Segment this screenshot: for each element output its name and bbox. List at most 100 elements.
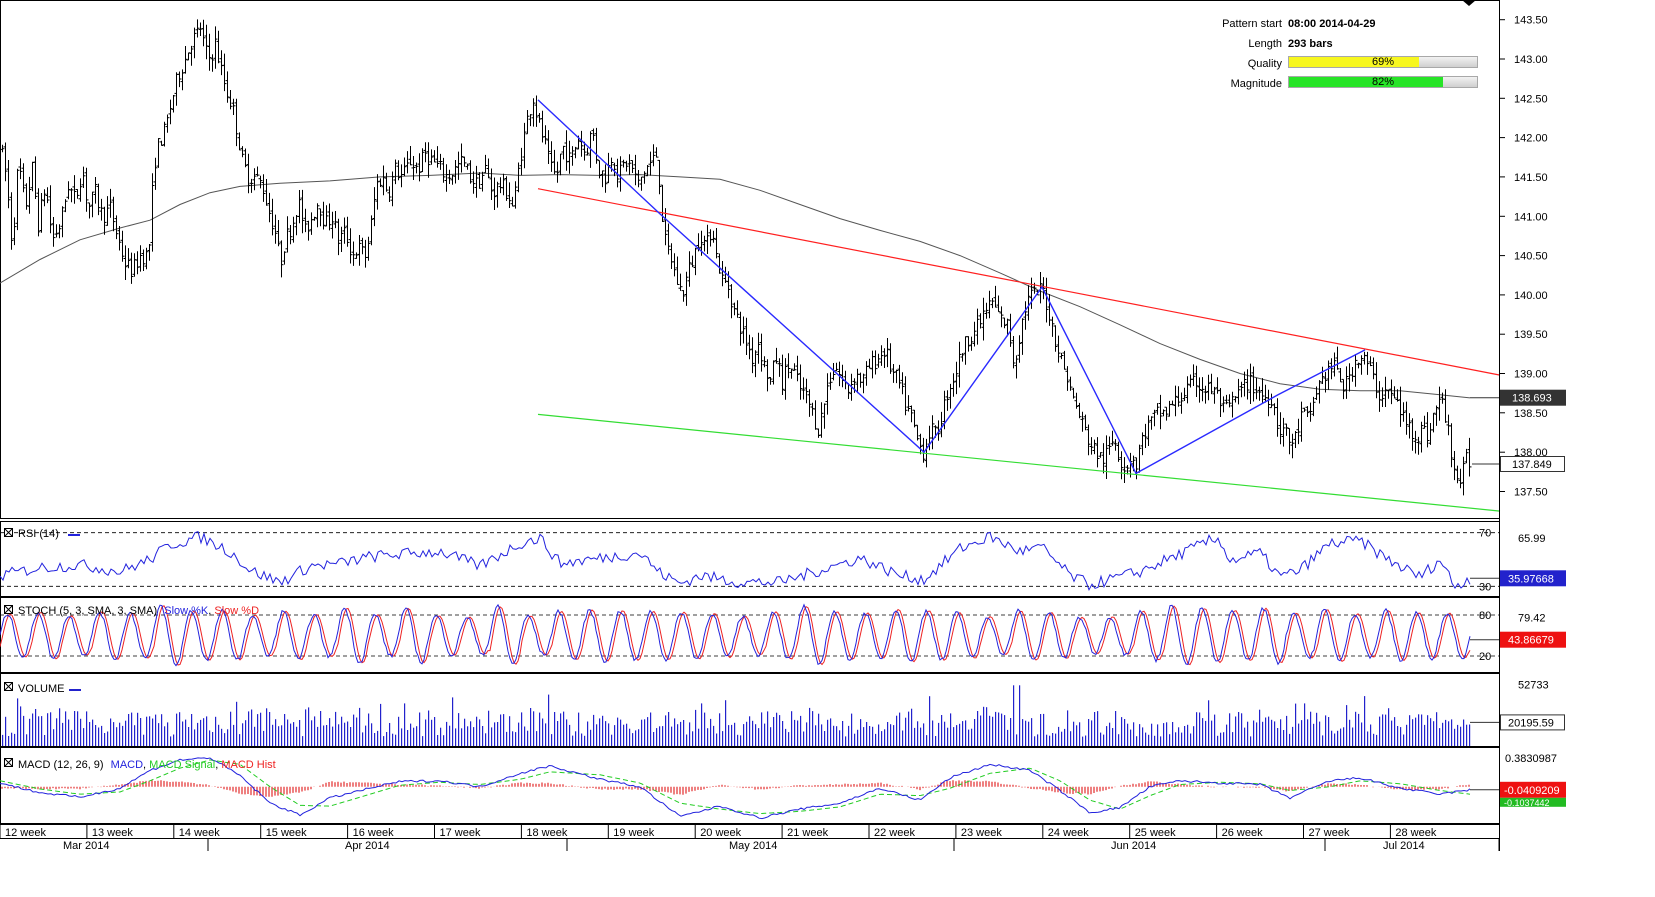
candle bbox=[372, 187, 377, 227]
volume-bar bbox=[2, 734, 4, 746]
volume-bar bbox=[1418, 714, 1420, 746]
candle bbox=[597, 160, 602, 179]
stoch-current-label: 43.86679 bbox=[1508, 635, 1554, 647]
volume-bar bbox=[791, 711, 793, 746]
volume-bar bbox=[131, 712, 133, 746]
volume-current-label: 20195.59 bbox=[1508, 717, 1554, 729]
volume-bar bbox=[1448, 721, 1450, 746]
volume-bar bbox=[488, 710, 490, 746]
dropdown-triangle-icon[interactable] bbox=[1462, 0, 1476, 6]
candle bbox=[225, 71, 230, 103]
candle bbox=[519, 147, 524, 176]
candle bbox=[18, 158, 23, 180]
candle bbox=[108, 188, 113, 218]
candle bbox=[300, 189, 305, 234]
price-tick-label: 143.50 bbox=[1514, 15, 1548, 27]
volume-bar bbox=[848, 725, 850, 746]
volume-bar bbox=[575, 731, 577, 746]
macd-legend-macd: MACD bbox=[111, 759, 143, 771]
candle bbox=[1320, 366, 1325, 384]
candle bbox=[462, 156, 467, 167]
candle bbox=[1443, 389, 1448, 423]
candle bbox=[1407, 413, 1412, 439]
volume-bar bbox=[1247, 721, 1249, 746]
candle bbox=[117, 226, 122, 251]
price-tick-label: 139.00 bbox=[1514, 369, 1548, 381]
candle bbox=[444, 164, 449, 192]
volume-bar bbox=[980, 715, 982, 746]
volume-bar bbox=[986, 707, 988, 746]
volume-bar bbox=[584, 735, 586, 746]
candle bbox=[1434, 405, 1439, 426]
volume-bar bbox=[629, 728, 631, 746]
volume-bar bbox=[1214, 714, 1216, 746]
candle bbox=[1071, 387, 1076, 399]
volume-bar bbox=[1265, 717, 1267, 746]
candle bbox=[201, 19, 206, 47]
candle bbox=[1461, 456, 1466, 496]
volume-bar bbox=[56, 718, 58, 746]
candle bbox=[3, 142, 8, 182]
volume-bar bbox=[341, 716, 343, 746]
volume-bar bbox=[902, 730, 904, 746]
stoch-tick-label: 79.42 bbox=[1518, 612, 1546, 624]
candle bbox=[393, 159, 398, 185]
stoch-header[interactable]: STOCH (5, 3, SMA, 3, SMA) Slow %K, Slow … bbox=[4, 605, 260, 617]
volume-bar bbox=[740, 735, 742, 746]
candle bbox=[1041, 277, 1046, 300]
macd-header[interactable]: MACD (12, 26, 9) MACD, MACD Signal, MACD… bbox=[4, 758, 276, 772]
candle bbox=[1086, 424, 1091, 456]
volume-bar bbox=[17, 698, 19, 746]
volume-bar bbox=[107, 731, 109, 746]
macd-legend-signal: MACD Signal bbox=[149, 759, 215, 771]
candle bbox=[891, 364, 896, 383]
candle bbox=[915, 424, 920, 441]
candle bbox=[69, 188, 74, 203]
volume-bar bbox=[215, 716, 217, 746]
candle bbox=[1173, 385, 1178, 417]
volume-bar bbox=[1373, 733, 1375, 746]
volume-bar bbox=[437, 735, 439, 746]
volume-bar bbox=[815, 725, 817, 746]
candle bbox=[1206, 374, 1211, 401]
volume-bar bbox=[326, 725, 328, 746]
volume-bar bbox=[605, 721, 607, 746]
rsi-panel: 70 65.99 30 35.97668 RSI (14) bbox=[0, 521, 1566, 597]
volume-bar bbox=[11, 732, 13, 746]
candle bbox=[1329, 358, 1334, 380]
volume-bar bbox=[1325, 715, 1327, 746]
candle bbox=[384, 172, 389, 192]
volume-header[interactable]: VOLUME bbox=[4, 682, 82, 696]
rsi-header[interactable]: RSI (14) bbox=[4, 528, 81, 540]
volume-bar bbox=[104, 733, 106, 746]
candle bbox=[1212, 386, 1217, 404]
volume-bar bbox=[1220, 732, 1222, 746]
volume-bar bbox=[674, 718, 676, 746]
candle bbox=[1122, 457, 1127, 483]
candle bbox=[141, 249, 146, 271]
volume-bar bbox=[335, 711, 337, 746]
volume-bar bbox=[191, 714, 193, 746]
candle bbox=[408, 146, 413, 166]
volume-bar bbox=[506, 731, 508, 746]
volume-bar bbox=[545, 723, 547, 746]
candle bbox=[993, 285, 998, 308]
candle bbox=[1224, 394, 1229, 405]
stoch-lines bbox=[0, 603, 1500, 667]
volume-bar bbox=[620, 719, 622, 746]
volume-bar bbox=[776, 712, 778, 746]
volume-bar bbox=[668, 712, 670, 746]
volume-bar bbox=[827, 719, 829, 746]
volume-bar bbox=[533, 711, 535, 746]
volume-bar bbox=[392, 733, 394, 746]
volume-bar bbox=[1400, 727, 1402, 746]
volume-bar bbox=[89, 722, 91, 746]
candle bbox=[1395, 389, 1400, 402]
candle bbox=[1029, 277, 1034, 309]
candle bbox=[657, 159, 662, 195]
candle bbox=[279, 240, 284, 278]
volume-bar bbox=[137, 712, 139, 746]
volume-bar bbox=[1016, 734, 1018, 746]
candle bbox=[1209, 373, 1214, 395]
